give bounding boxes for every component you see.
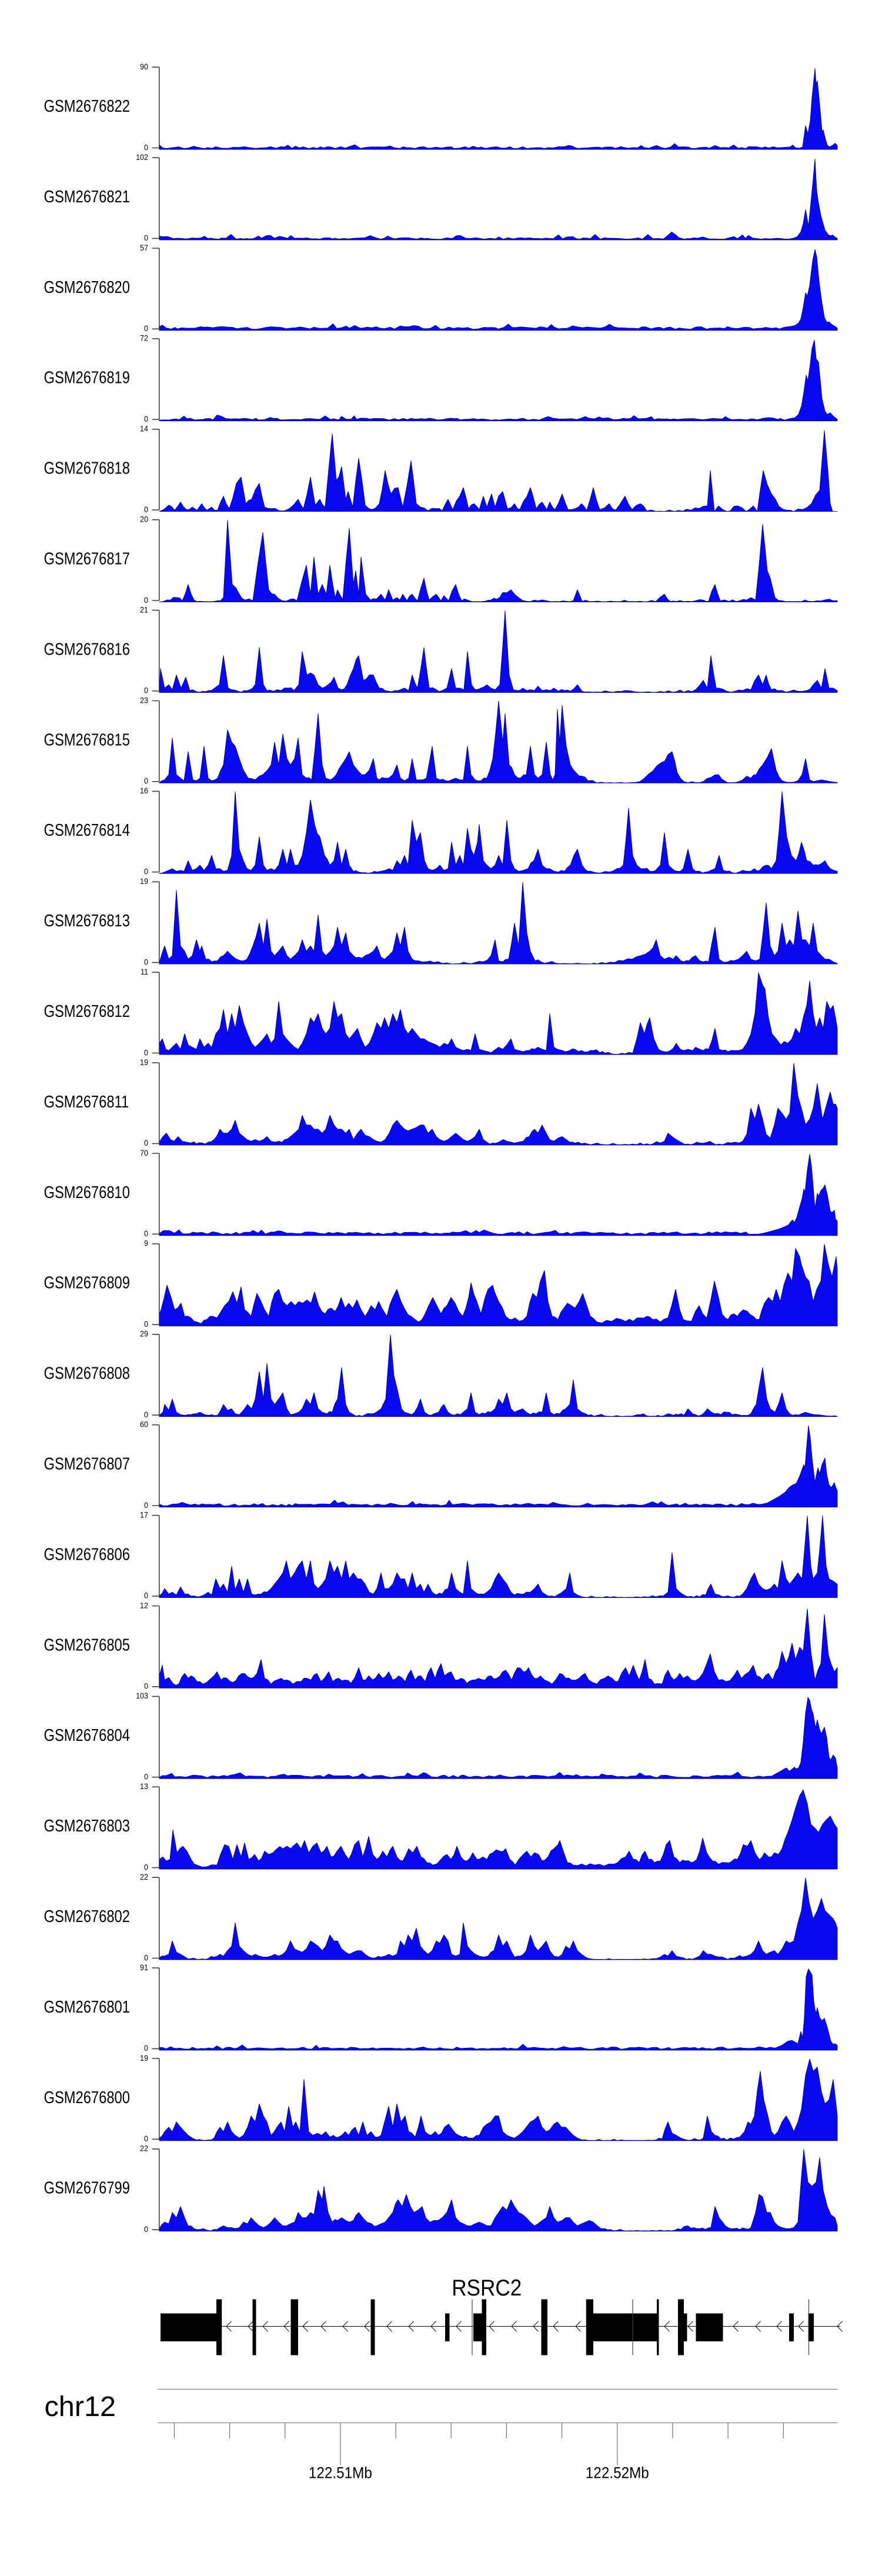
svg-text:0: 0	[144, 1319, 148, 1329]
svg-text:0: 0	[144, 1500, 148, 1510]
svg-text:GSM2676822: GSM2676822	[44, 96, 130, 116]
svg-text:122.52Mb: 122.52Mb	[586, 2464, 649, 2481]
svg-text:GSM2676800: GSM2676800	[44, 2088, 130, 2107]
svg-text:19: 19	[140, 2053, 148, 2063]
svg-text:12: 12	[140, 1601, 148, 1610]
svg-text:GSM2676816: GSM2676816	[44, 639, 130, 659]
svg-text:0: 0	[144, 323, 148, 333]
svg-text:9: 9	[144, 1239, 148, 1248]
svg-text:GSM2676807: GSM2676807	[44, 1454, 130, 1473]
svg-text:0: 0	[144, 1591, 148, 1600]
svg-text:0: 0	[144, 595, 148, 605]
svg-text:57: 57	[140, 243, 148, 252]
svg-text:0: 0	[144, 143, 148, 152]
svg-text:GSM2676821: GSM2676821	[44, 187, 130, 206]
svg-text:GSM2676819: GSM2676819	[44, 368, 130, 388]
svg-text:16: 16	[140, 786, 148, 796]
svg-text:GSM2676815: GSM2676815	[44, 730, 130, 749]
svg-text:0: 0	[144, 1681, 148, 1691]
svg-text:19: 19	[140, 1057, 148, 1067]
svg-text:102: 102	[136, 152, 148, 162]
svg-text:GSM2676814: GSM2676814	[44, 820, 130, 840]
svg-text:17: 17	[140, 1510, 148, 1520]
svg-text:29: 29	[140, 1329, 148, 1339]
svg-text:RSRC2: RSRC2	[452, 2275, 522, 2301]
svg-text:GSM2676820: GSM2676820	[44, 278, 130, 297]
svg-text:GSM2676809: GSM2676809	[44, 1273, 130, 1293]
svg-text:0: 0	[144, 776, 148, 786]
svg-text:GSM2676803: GSM2676803	[44, 1816, 130, 1836]
svg-text:GSM2676817: GSM2676817	[44, 549, 130, 568]
svg-text:21: 21	[140, 605, 148, 615]
svg-text:GSM2676813: GSM2676813	[44, 911, 130, 930]
svg-text:91: 91	[140, 1963, 148, 1972]
svg-text:0: 0	[144, 233, 148, 243]
svg-text:72: 72	[140, 333, 148, 343]
svg-text:GSM2676806: GSM2676806	[44, 1544, 130, 1564]
svg-text:0: 0	[144, 2224, 148, 2234]
svg-text:103: 103	[136, 1691, 148, 1701]
svg-text:GSM2676810: GSM2676810	[44, 1183, 130, 1202]
svg-text:19: 19	[140, 876, 148, 886]
svg-text:122.51Mb: 122.51Mb	[309, 2464, 372, 2481]
svg-text:0: 0	[144, 1410, 148, 1419]
svg-text:GSM2676811: GSM2676811	[44, 1092, 129, 1112]
svg-text:0: 0	[144, 414, 148, 423]
svg-text:11: 11	[141, 967, 148, 976]
svg-text:13: 13	[140, 1781, 148, 1791]
svg-text:0: 0	[144, 867, 148, 876]
svg-text:GSM2676812: GSM2676812	[44, 1002, 130, 1021]
svg-text:20: 20	[140, 515, 148, 524]
svg-text:0: 0	[144, 1048, 148, 1057]
svg-text:GSM2676808: GSM2676808	[44, 1363, 130, 1383]
svg-text:0: 0	[144, 1772, 148, 1781]
svg-text:0: 0	[144, 1863, 148, 1872]
svg-text:90: 90	[140, 62, 148, 71]
svg-text:0: 0	[144, 1139, 148, 1148]
svg-text:60: 60	[140, 1420, 148, 1429]
svg-text:70: 70	[140, 1148, 148, 1157]
svg-text:0: 0	[144, 1953, 148, 1963]
svg-text:0: 0	[144, 2134, 148, 2143]
svg-text:22: 22	[140, 2144, 148, 2153]
svg-text:0: 0	[144, 2044, 148, 2053]
svg-text:GSM2676801: GSM2676801	[44, 1997, 130, 2017]
svg-text:14: 14	[140, 424, 148, 433]
svg-text:GSM2676802: GSM2676802	[44, 1907, 130, 1926]
svg-text:GSM2676804: GSM2676804	[44, 1726, 130, 1745]
svg-text:22: 22	[140, 1872, 148, 1881]
svg-text:0: 0	[144, 505, 148, 514]
svg-text:0: 0	[144, 1229, 148, 1238]
svg-text:0: 0	[144, 686, 148, 695]
svg-text:GSM2676818: GSM2676818	[44, 458, 130, 478]
svg-text:GSM2676799: GSM2676799	[44, 2178, 130, 2198]
svg-text:GSM2676805: GSM2676805	[44, 1635, 130, 1654]
svg-text:23: 23	[140, 696, 148, 705]
svg-text:chr12: chr12	[45, 2391, 116, 2422]
svg-text:0: 0	[144, 957, 148, 967]
